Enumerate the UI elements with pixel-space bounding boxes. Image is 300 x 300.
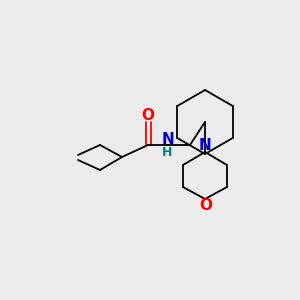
Text: O: O [200, 197, 212, 212]
Text: O: O [142, 107, 154, 122]
Text: N: N [199, 139, 212, 154]
Text: N: N [162, 133, 174, 148]
Text: H: H [162, 146, 172, 158]
